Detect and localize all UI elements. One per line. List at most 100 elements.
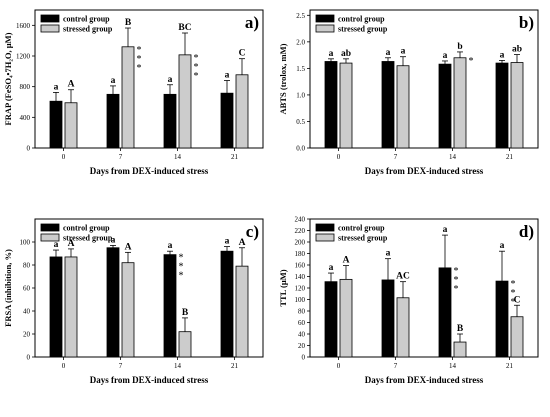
x-tick-label: 7	[394, 362, 398, 370]
stressed-bar	[510, 316, 524, 358]
y-tick-label: 140	[295, 273, 306, 281]
x-tick-label: 7	[119, 153, 123, 161]
significance-letter: B	[125, 18, 132, 28]
y-tick-label: 20	[23, 331, 31, 339]
significance-letter: a	[386, 48, 391, 58]
x-axis-label: Days from DEX-induced stress	[365, 166, 484, 176]
plot-frame	[34, 9, 264, 149]
y-axis-label: TTL (µM)	[278, 269, 288, 306]
significance-letter: C	[239, 49, 246, 59]
control-bar	[381, 279, 395, 358]
chart-panel-4: 0204060801001201401601802002202400aA7aAC…	[278, 216, 539, 385]
y-tick-label: 800	[20, 83, 31, 91]
y-tick-label: 20	[298, 342, 306, 350]
panel-label: a)	[245, 13, 259, 32]
x-tick-label: 0	[62, 362, 66, 370]
control-bar	[438, 267, 452, 358]
control-bar	[438, 63, 452, 149]
x-tick-label: 14	[449, 362, 457, 370]
control-bar	[220, 92, 234, 149]
y-tick-label: 0.5	[296, 118, 305, 126]
significance-letter: a	[329, 263, 334, 273]
stressed-bar	[178, 54, 192, 149]
significance-letter: ab	[512, 45, 522, 55]
y-tick-label: 220	[295, 227, 306, 235]
y-tick-label: 1.0	[296, 91, 305, 99]
legend-label: stressed group	[63, 234, 113, 243]
significance-letter: a	[168, 75, 173, 85]
significance-stars: * * *	[454, 266, 459, 295]
y-tick-label: 100	[295, 296, 306, 304]
stressed-bar	[339, 278, 353, 358]
stressed-bar	[453, 341, 467, 358]
significance-letter: BC	[178, 23, 191, 33]
legend-label: control group	[63, 224, 110, 233]
significance-letter: ab	[341, 49, 351, 59]
y-tick-label: 80	[23, 262, 31, 270]
x-tick-label: 21	[506, 362, 514, 370]
y-tick-label: 1200	[16, 53, 31, 61]
legend-swatch	[40, 24, 60, 33]
significance-letter: A	[239, 238, 246, 248]
stressed-bar	[396, 297, 410, 358]
significance-letter: A	[125, 242, 132, 252]
legend-label: control group	[338, 224, 385, 233]
significance-letter: a	[500, 241, 505, 251]
plot-frame	[309, 9, 539, 149]
significance-stars: * * *	[194, 53, 199, 82]
y-tick-label: 240	[295, 216, 306, 224]
y-tick-label: 0	[302, 354, 306, 362]
y-axis-label: FRAP (FeSO₄•7H₂O, µM)	[3, 32, 13, 125]
x-tick-label: 14	[174, 362, 182, 370]
significance-letter: a	[111, 235, 116, 245]
panel-label: b)	[519, 13, 534, 32]
control-bar	[495, 280, 509, 358]
significance-letter: a	[168, 241, 173, 251]
x-tick-label: 0	[337, 362, 341, 370]
significance-letter: a	[225, 237, 230, 247]
y-tick-label: 2.0	[296, 38, 305, 46]
stressed-bar	[64, 102, 78, 149]
panel-label: c)	[246, 222, 259, 241]
stressed-bar	[178, 331, 192, 358]
x-axis-label: Days from DEX-induced stress	[90, 375, 209, 385]
significance-stars: * * *	[511, 279, 516, 308]
significance-letter: b	[457, 42, 462, 52]
y-tick-label: 200	[295, 239, 306, 247]
legend-swatch	[315, 24, 335, 33]
legend-swatch	[40, 223, 60, 232]
stressed-bar	[510, 62, 524, 149]
stressed-bar	[121, 262, 135, 358]
y-tick-label: 80	[298, 308, 306, 316]
y-tick-label: 0	[27, 145, 31, 153]
control-bar	[220, 250, 234, 358]
x-tick-label: 0	[337, 153, 341, 161]
significance-letter: a	[225, 71, 230, 81]
significance-letter: a	[443, 225, 448, 235]
significance-letter: B	[457, 324, 464, 334]
y-tick-label: 120	[295, 285, 306, 293]
x-tick-label: 7	[119, 362, 123, 370]
significance-letter: C	[514, 295, 521, 305]
stressed-bar	[396, 65, 410, 149]
significance-letter: a	[401, 47, 406, 57]
significance-stars: * * *	[179, 253, 184, 282]
legend-swatch	[315, 14, 335, 23]
legend-label: control group	[63, 15, 110, 24]
y-tick-label: 60	[23, 285, 31, 293]
control-bar	[163, 254, 177, 358]
significance-letter: A	[68, 239, 75, 249]
significance-letter: A	[343, 256, 350, 266]
significance-letter: a	[386, 249, 391, 259]
control-bar	[49, 256, 63, 358]
legend-swatch	[315, 233, 335, 242]
control-bar	[381, 61, 395, 149]
x-tick-label: 21	[506, 153, 514, 161]
y-tick-label: 40	[23, 308, 31, 316]
stressed-bar	[453, 57, 467, 149]
control-bar	[324, 281, 338, 358]
